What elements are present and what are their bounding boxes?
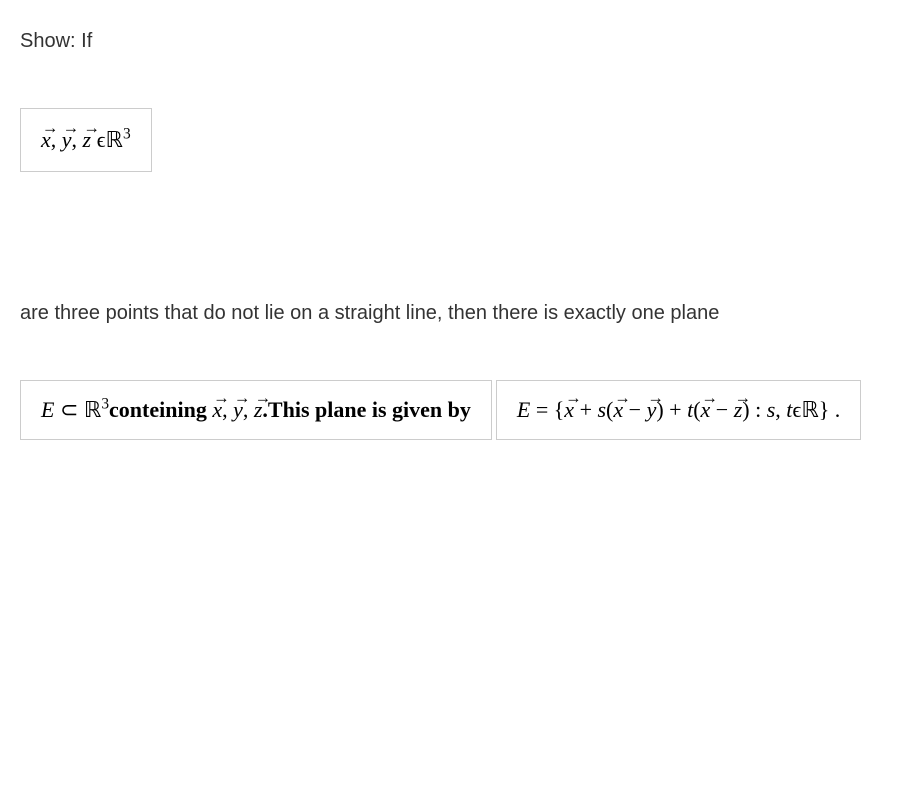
- vector-y: y: [647, 397, 657, 423]
- trailing-text: .This plane is given by: [262, 397, 470, 422]
- element-of-symbol: ϵ: [792, 397, 801, 422]
- vector-x: x: [701, 397, 711, 423]
- real-set: ℝ: [106, 127, 123, 152]
- vector-y: y: [62, 127, 72, 153]
- intro-text: Show: If: [20, 30, 889, 53]
- real-set: ℝ: [801, 397, 818, 422]
- equals-brace: = {: [530, 397, 564, 422]
- middle-text: are three points that do not lie on a st…: [20, 302, 889, 325]
- superscript-3: 3: [123, 126, 131, 143]
- var-E: E: [517, 397, 530, 422]
- var-E: E: [41, 397, 54, 422]
- lparen: (: [693, 397, 700, 422]
- vector-x: x: [212, 397, 222, 423]
- math-box-plane-containing: E ⊂ ℝ3conteining x, y, z.This plane is g…: [20, 380, 492, 440]
- vector-x: x: [41, 127, 51, 153]
- var-s: s: [597, 397, 606, 422]
- superscript-3: 3: [101, 396, 109, 413]
- subset-symbol: ⊂: [54, 397, 83, 422]
- vector-x: x: [564, 397, 574, 423]
- real-set: ℝ: [84, 397, 101, 422]
- math-box-plane-definition: E = {x + s(x − y) + t(x − z) : s, tϵℝ} .: [496, 380, 861, 440]
- close-brace: } .: [819, 397, 841, 422]
- vector-z: z: [734, 397, 743, 423]
- vector-y: y: [233, 397, 243, 423]
- math-box-vectors: x, y, z ϵℝ3: [20, 108, 152, 172]
- containing-label: conteining: [109, 397, 207, 422]
- vector-x: x: [613, 397, 623, 423]
- vector-z: z: [83, 127, 92, 153]
- vector-z: z: [254, 397, 263, 423]
- comma: ,: [775, 397, 786, 422]
- var-s: s: [767, 397, 776, 422]
